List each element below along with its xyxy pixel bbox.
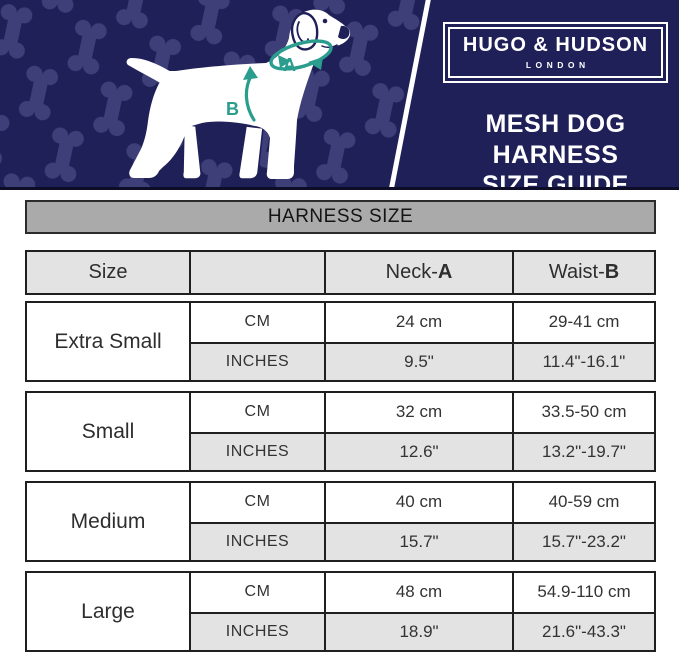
banner-title-line2: SIZE GUIDE bbox=[482, 171, 629, 190]
unit-inches-label: INCHES bbox=[189, 431, 324, 470]
header-neck: Neck- A bbox=[324, 252, 512, 293]
neck-cm-value: 32 cm bbox=[324, 393, 512, 432]
size-table: Extra Small CM 24 cm 29-41 cm INCHES 9.5… bbox=[25, 301, 656, 652]
waist-cm-value: 29-41 cm bbox=[512, 303, 654, 342]
size-name: Medium bbox=[70, 509, 146, 533]
neck-measure-arrow-a: A bbox=[269, 39, 333, 75]
banner-title-line1: MESH DOG HARNESS bbox=[485, 110, 626, 169]
brand-panel: HUGO & HUDSON LONDON MESH DOG HARNESS SI… bbox=[432, 0, 679, 190]
neck-inches-value: 15.7" bbox=[324, 521, 512, 560]
waist-cm-value: 33.5-50 cm bbox=[512, 393, 654, 432]
neck-inches-value: 18.9" bbox=[324, 611, 512, 650]
table-header-row: Size Neck- A Waist- B bbox=[25, 250, 656, 295]
size-name: Extra Small bbox=[54, 329, 162, 353]
banner-title: MESH DOG HARNESS SIZE GUIDE bbox=[432, 109, 679, 190]
brand-logo: HUGO & HUDSON LONDON bbox=[442, 22, 669, 83]
header-unit bbox=[189, 252, 324, 293]
size-name: Small bbox=[81, 419, 135, 443]
unit-inches-label: INCHES bbox=[189, 521, 324, 560]
neck-cm-value: 40 cm bbox=[324, 483, 512, 522]
dog-measurement-illustration: A B bbox=[0, 0, 431, 187]
waist-inches-value: 15.7"-23.2" bbox=[512, 521, 654, 560]
unit-cm-label: CM bbox=[189, 393, 324, 432]
waist-inches-value: 21.6"-43.3" bbox=[512, 611, 654, 650]
unit-cm-label: CM bbox=[189, 303, 324, 342]
waist-cm-value: 54.9-110 cm bbox=[512, 573, 654, 612]
waist-inches-value: 11.4"-16.1" bbox=[512, 341, 654, 380]
table-row-large: Large CM 48 cm 54.9-110 cm INCHES 18.9" … bbox=[25, 571, 656, 652]
waist-cm-value: 40-59 cm bbox=[512, 483, 654, 522]
neck-label-a: A bbox=[283, 55, 296, 75]
waist-inches-value: 13.2"-19.7" bbox=[512, 431, 654, 470]
neck-inches-value: 9.5" bbox=[324, 341, 512, 380]
unit-cm-label: CM bbox=[189, 483, 324, 522]
table-row-medium: Medium CM 40 cm 40-59 cm INCHES 15.7" 15… bbox=[25, 481, 656, 562]
waist-measure-arrow-b: B bbox=[226, 66, 258, 122]
harness-size-bar: HARNESS SIZE bbox=[25, 200, 656, 234]
neck-cm-value: 48 cm bbox=[324, 573, 512, 612]
neck-cm-value: 24 cm bbox=[324, 303, 512, 342]
eye-dot bbox=[322, 18, 328, 24]
nose-patch bbox=[338, 25, 350, 40]
banner: A B HUGO & HUDSON LONDON MESH DOG HARNES… bbox=[0, 0, 679, 190]
waist-label-b: B bbox=[226, 99, 239, 119]
diagonal-stripe bbox=[389, 0, 431, 187]
unit-inches-label: INCHES bbox=[189, 341, 324, 380]
header-size: Size bbox=[88, 261, 128, 283]
table-row-extra-small: Extra Small CM 24 cm 29-41 cm INCHES 9.5… bbox=[25, 301, 656, 382]
dog-icon bbox=[126, 9, 351, 180]
brand-name: HUGO & HUDSON bbox=[462, 34, 649, 56]
unit-inches-label: INCHES bbox=[189, 611, 324, 650]
header-waist: Waist- B bbox=[512, 252, 654, 293]
size-name: Large bbox=[81, 599, 135, 623]
harness-size-title: HARNESS SIZE bbox=[267, 206, 414, 227]
brand-city: LONDON bbox=[525, 60, 590, 70]
neck-inches-value: 12.6" bbox=[324, 431, 512, 470]
table-row-small: Small CM 32 cm 33.5-50 cm INCHES 12.6" 1… bbox=[25, 391, 656, 472]
unit-cm-label: CM bbox=[189, 573, 324, 612]
